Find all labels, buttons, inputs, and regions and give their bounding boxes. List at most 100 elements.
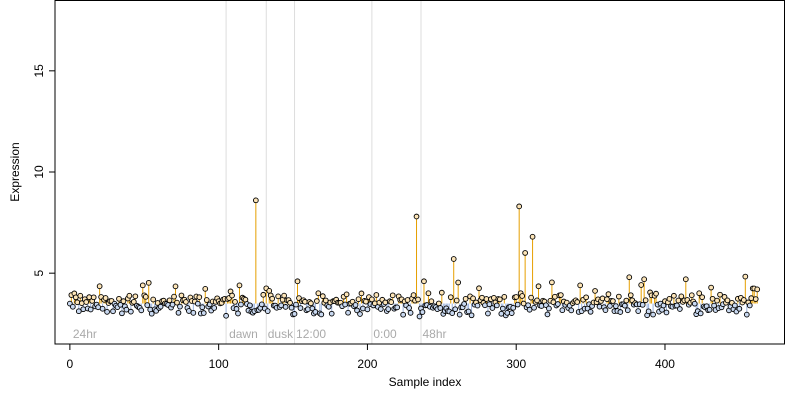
data-point [617, 309, 624, 315]
data-point [343, 291, 350, 298]
data-point [453, 297, 460, 304]
data-point [691, 300, 698, 307]
data-point [642, 297, 649, 304]
data-point [364, 306, 371, 313]
data-point [90, 294, 97, 301]
data-point [342, 301, 348, 308]
data-point [238, 301, 244, 308]
data-point [377, 306, 384, 312]
data-point [447, 294, 454, 301]
data-point [138, 307, 145, 314]
data-point [142, 293, 149, 300]
data-point [717, 291, 723, 298]
data-point [476, 285, 482, 292]
data-point [322, 297, 329, 304]
data-point [313, 298, 320, 304]
data-point [682, 276, 689, 283]
data-point [435, 300, 442, 307]
data-point [150, 296, 157, 303]
data-point [328, 310, 335, 317]
data-point [677, 306, 683, 312]
data-point [80, 306, 87, 313]
data-point [157, 303, 164, 310]
data-point [627, 292, 634, 299]
data-point [288, 304, 295, 311]
data-point [202, 285, 209, 292]
segment-label-3: 12:00 [296, 327, 326, 341]
data-point [75, 308, 82, 315]
data-point [510, 304, 517, 311]
data-point [535, 283, 542, 290]
data-point [104, 309, 110, 315]
data-point [455, 279, 462, 286]
segment-label-1: dawn [229, 327, 258, 341]
data-point [413, 213, 420, 220]
data-point [357, 311, 363, 317]
data-point [486, 301, 493, 308]
data-point [470, 295, 476, 302]
data-point [172, 283, 179, 290]
data-point [120, 298, 127, 305]
data-point [171, 293, 177, 300]
y-tick-label-1: 10 [32, 165, 46, 179]
data-point [309, 305, 316, 312]
data-point [724, 297, 731, 304]
data-point [102, 295, 109, 301]
y-axis-title: Expression [8, 142, 22, 201]
data-point [639, 301, 646, 308]
data-point [462, 296, 469, 302]
data-point [635, 308, 642, 314]
data-point [128, 308, 134, 315]
data-point [123, 306, 130, 313]
data-point [623, 297, 630, 304]
data-points [67, 197, 761, 320]
data-point [119, 310, 125, 317]
data-point [194, 300, 201, 307]
data-point [236, 282, 243, 289]
data-point [534, 297, 540, 304]
data-point [605, 291, 612, 297]
data-point [450, 256, 457, 262]
data-point [544, 311, 551, 318]
data-point [74, 299, 81, 306]
data-point [650, 311, 656, 318]
data-point [247, 302, 253, 309]
x-tick-label-0: 0 [67, 357, 74, 371]
data-point [748, 295, 755, 302]
data-point [87, 306, 94, 313]
data-point [549, 279, 555, 286]
data-point [281, 292, 287, 299]
data-point [653, 290, 659, 297]
data-point [232, 299, 238, 305]
data-point [400, 311, 406, 318]
data-point [407, 309, 414, 316]
data-point [297, 305, 304, 311]
data-point [177, 303, 183, 310]
data-point [754, 286, 761, 293]
data-point [419, 309, 426, 315]
data-point [706, 306, 713, 313]
data-point [99, 305, 106, 312]
data-point [489, 305, 496, 311]
data-point [616, 293, 622, 300]
data-point [293, 301, 299, 308]
data-point [516, 203, 523, 210]
data-point [721, 294, 728, 300]
data-point [508, 310, 515, 316]
data-point [421, 278, 427, 285]
data-point [485, 310, 491, 317]
data-point [514, 301, 521, 308]
data-point [461, 301, 467, 307]
data-point [410, 292, 417, 298]
data-point [583, 294, 589, 301]
data-point [746, 302, 753, 309]
data-point [266, 287, 273, 294]
data-point [452, 306, 459, 313]
data-point [389, 292, 396, 299]
data-point [229, 292, 235, 299]
data-point [752, 296, 759, 302]
x-tick-label-4: 400 [655, 357, 675, 371]
data-point [456, 311, 463, 318]
segment-label-5: 48hr [422, 327, 446, 341]
